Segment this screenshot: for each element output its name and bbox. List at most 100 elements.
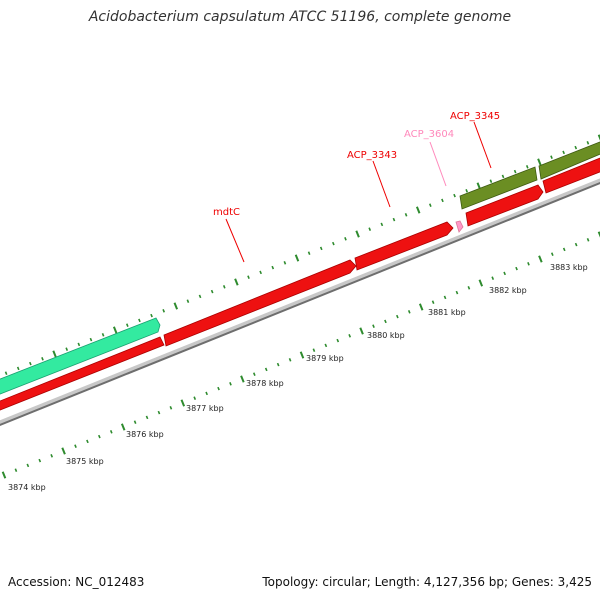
minor-tick [441, 198, 444, 203]
minor-tick [150, 313, 153, 318]
leader-ACP-3343 [372, 160, 391, 208]
minor-tick [503, 271, 506, 276]
major-tick [173, 302, 179, 310]
minor-tick [288, 358, 292, 362]
minor-tick [50, 454, 54, 458]
minor-tick [344, 237, 347, 241]
minor-tick [384, 319, 387, 324]
minor-tick [525, 165, 529, 169]
major-tick [180, 399, 186, 407]
minor-tick [465, 189, 469, 193]
leader-mdtC [225, 218, 245, 263]
minor-tick [86, 439, 89, 444]
major-tick [597, 231, 600, 238]
leader-ACP-3604 [429, 141, 447, 187]
minor-tick [550, 252, 554, 256]
minor-tick [455, 290, 459, 295]
minor-tick [77, 342, 81, 347]
major-tick [418, 303, 424, 311]
minor-tick [109, 430, 113, 434]
lower-tick-track [1, 231, 600, 479]
minor-tick [169, 406, 173, 410]
major-tick [234, 278, 239, 286]
minor-tick [14, 468, 18, 472]
minor-tick [133, 420, 137, 424]
minor-tick [125, 323, 129, 327]
major-tick [294, 254, 300, 262]
kbp-label: 3876 kbp [126, 430, 164, 439]
minor-tick [527, 262, 530, 266]
minor-tick [332, 241, 335, 246]
minor-tick [312, 348, 316, 352]
minor-tick [562, 150, 565, 155]
minor-tick [276, 362, 280, 367]
gene-bar-reverse-1 [0, 336, 165, 411]
minor-tick [368, 227, 372, 231]
minor-tick [396, 314, 399, 319]
accession-text: Accession: NC_012483 [8, 575, 145, 589]
major-tick [1, 471, 7, 479]
major-tick [415, 206, 421, 214]
minor-tick [501, 174, 505, 179]
minor-tick [193, 396, 197, 400]
minor-tick [4, 371, 8, 375]
gene-bar-reverse-right [542, 157, 600, 194]
major-tick [597, 134, 600, 141]
gene-bar-olive-2 [538, 141, 600, 180]
minor-tick [38, 458, 42, 463]
minor-tick [41, 357, 44, 361]
minor-tick [586, 238, 590, 242]
minor-tick [319, 246, 323, 251]
kbp-label: 3879 kbp [306, 354, 344, 363]
minor-tick [513, 169, 517, 174]
minor-tick [247, 275, 250, 279]
major-tick [61, 447, 66, 455]
major-tick [478, 279, 484, 287]
gene-bar-mdtC [163, 259, 357, 347]
kbp-label: 3882 kbp [489, 286, 527, 295]
minor-tick [259, 270, 262, 275]
minor-tick [229, 382, 232, 386]
minor-tick [29, 361, 32, 366]
minor-tick [222, 285, 226, 289]
gene-label-mdtC[interactable]: mdtC [213, 207, 240, 218]
gene-bar-teal [0, 317, 161, 395]
minor-tick [574, 242, 578, 247]
minor-tick [101, 333, 105, 337]
major-tick [537, 158, 542, 166]
major-tick [355, 230, 360, 238]
gene-bar-olive-1 [459, 166, 538, 210]
minor-tick [271, 265, 275, 270]
map-title: Acidobacterium capsulatum ATCC 51196, co… [88, 9, 512, 25]
gene-bar-ACP-3604 [455, 220, 464, 233]
minor-tick [489, 179, 493, 183]
minor-tick [392, 217, 396, 222]
minor-tick [574, 145, 578, 150]
minor-tick [404, 213, 408, 217]
minor-tick [162, 309, 166, 313]
major-tick [359, 327, 364, 335]
major-tick [538, 255, 543, 263]
minor-tick [89, 337, 93, 342]
minor-tick [138, 318, 141, 323]
minor-tick [157, 410, 161, 415]
minor-tick [467, 286, 471, 290]
minor-tick [336, 338, 340, 343]
gene-label-ACP-3345[interactable]: ACP_3345 [450, 111, 500, 122]
kbp-label: 3875 kbp [66, 457, 104, 466]
minor-tick [264, 367, 268, 372]
minor-tick [145, 415, 149, 420]
gene-label-ACP-3604[interactable]: ACP_3604 [404, 129, 454, 140]
genome-summary-text: Topology: circular; Length: 4,127,356 bp… [262, 575, 592, 589]
minor-tick [348, 334, 352, 338]
kbp-label: 3877 kbp [186, 404, 224, 413]
minor-tick [283, 261, 287, 265]
minor-tick [453, 193, 456, 198]
minor-tick [217, 386, 220, 391]
gene-bar-ACP-3343 [354, 221, 454, 271]
genome-backbone-edge [0, 181, 600, 427]
gene-label-ACP-3343[interactable]: ACP_3343 [347, 150, 397, 161]
kbp-label: 3878 kbp [246, 379, 284, 388]
minor-tick [198, 294, 202, 299]
